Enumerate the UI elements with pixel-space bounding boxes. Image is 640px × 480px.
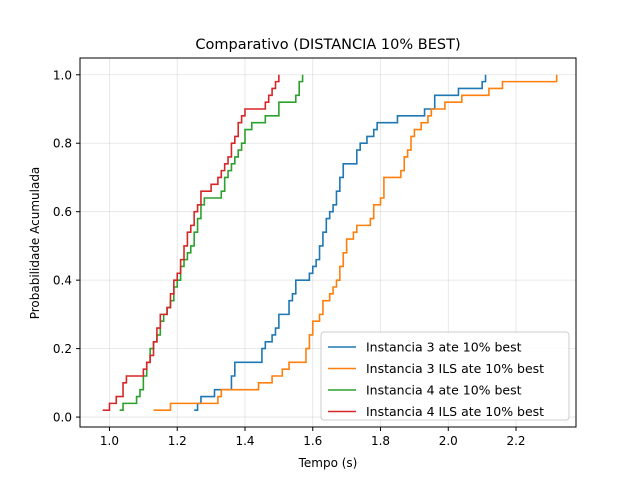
series-line-4: [102, 74, 280, 412]
x-tick-label: 1.6: [303, 434, 322, 448]
x-tick-label: 1.4: [235, 434, 254, 448]
y-tick-label: 0.0: [53, 411, 72, 425]
x-axis-label: Tempo (s): [298, 456, 358, 470]
chart-title: Comparativo (DISTANCIA 10% BEST): [195, 37, 460, 53]
y-axis: 0.0 0.2 0.4 0.6 0.8 1.0: [53, 68, 80, 425]
x-tick-label: 2.0: [439, 434, 458, 448]
series-layer: [102, 74, 558, 412]
legend-label-2: Instancia 3 ILS ate 10% best: [366, 361, 544, 376]
legend-label-3: Instancia 4 ate 10% best: [366, 383, 522, 398]
x-axis: 1.0 1.2 1.4 1.6 1.8 2.0 2.2: [100, 427, 526, 448]
plot-frame: [79, 57, 577, 428]
y-tick-label: 0.2: [53, 342, 72, 356]
x-tick-label: 1.8: [371, 434, 390, 448]
y-tick-label: 1.0: [53, 68, 72, 82]
y-tick-label: 0.6: [53, 205, 72, 219]
x-tick-label: 1.2: [168, 434, 187, 448]
y-axis-label: Probabilidade Acumulada: [28, 167, 42, 320]
series-line-3: [119, 74, 304, 412]
x-tick-label: 1.0: [100, 434, 119, 448]
legend-box: [320, 331, 570, 421]
legend-label-4: Instancia 4 ILS ate 10% best: [366, 404, 544, 419]
series-line-2: [153, 74, 558, 412]
legend: Instancia 3 ate 10% best Instancia 3 ILS …: [320, 331, 570, 421]
legend-label-1: Instancia 3 ate 10% best: [366, 340, 522, 355]
grid: [80, 58, 576, 427]
series-line-1: [194, 74, 487, 412]
y-tick-label: 0.4: [53, 274, 72, 288]
y-tick-label: 0.8: [53, 137, 72, 151]
x-tick-label: 2.2: [506, 434, 525, 448]
